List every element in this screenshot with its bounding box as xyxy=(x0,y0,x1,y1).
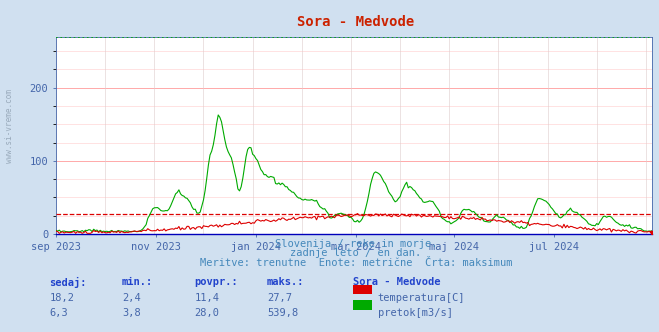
Text: 27,7: 27,7 xyxy=(267,293,292,303)
Text: sedaj:: sedaj: xyxy=(49,277,87,288)
Text: Sora - Medvode: Sora - Medvode xyxy=(353,277,440,287)
Text: temperatura[C]: temperatura[C] xyxy=(378,293,465,303)
Text: 28,0: 28,0 xyxy=(194,308,219,318)
Text: 539,8: 539,8 xyxy=(267,308,298,318)
Text: 3,8: 3,8 xyxy=(122,308,140,318)
Text: 11,4: 11,4 xyxy=(194,293,219,303)
Text: Sora - Medvode: Sora - Medvode xyxy=(297,15,415,29)
Text: Meritve: trenutne  Enote: metrične  Črta: maksimum: Meritve: trenutne Enote: metrične Črta: … xyxy=(200,258,512,268)
Text: zadnje leto / en dan.: zadnje leto / en dan. xyxy=(290,248,422,258)
Text: 18,2: 18,2 xyxy=(49,293,74,303)
Text: povpr.:: povpr.: xyxy=(194,277,238,287)
Text: www.si-vreme.com: www.si-vreme.com xyxy=(5,89,14,163)
Text: 2,4: 2,4 xyxy=(122,293,140,303)
Text: 6,3: 6,3 xyxy=(49,308,68,318)
Text: Slovenija / reke in morje.: Slovenija / reke in morje. xyxy=(275,239,437,249)
Text: min.:: min.: xyxy=(122,277,153,287)
Text: pretok[m3/s]: pretok[m3/s] xyxy=(378,308,453,318)
Text: maks.:: maks.: xyxy=(267,277,304,287)
